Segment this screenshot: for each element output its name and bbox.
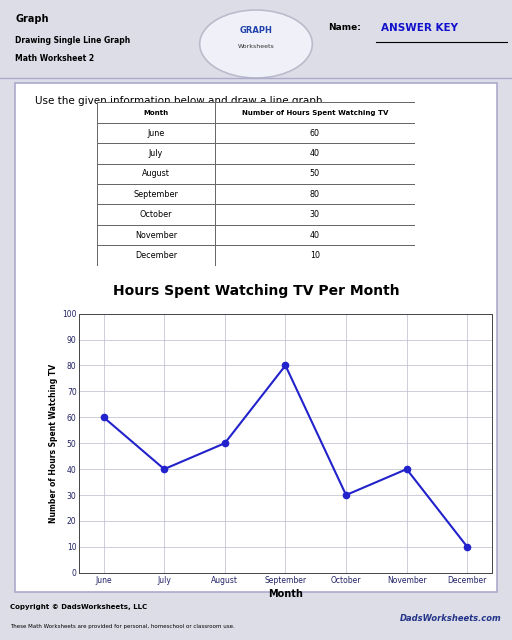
Text: 10: 10	[310, 251, 319, 260]
Text: Drawing Single Line Graph: Drawing Single Line Graph	[15, 36, 131, 45]
Text: December: December	[135, 251, 177, 260]
Bar	[215, 123, 415, 143]
Text: ANSWER KEY: ANSWER KEY	[381, 23, 458, 33]
Text: Math Worksheet 2: Math Worksheet 2	[15, 54, 95, 63]
Text: Graph: Graph	[15, 14, 49, 24]
Text: Number of Hours Spent Watching TV: Number of Hours Spent Watching TV	[242, 109, 388, 116]
Text: 60: 60	[310, 129, 319, 138]
Text: Hours Spent Watching TV Per Month: Hours Spent Watching TV Per Month	[113, 284, 399, 298]
Text: 80: 80	[310, 189, 319, 198]
Bar	[215, 184, 415, 204]
Bar	[215, 225, 415, 245]
FancyBboxPatch shape	[15, 83, 497, 592]
Text: 30: 30	[310, 210, 319, 219]
Bar	[97, 102, 215, 123]
Text: 50: 50	[310, 170, 320, 179]
Bar	[97, 225, 215, 245]
Text: Worksheets: Worksheets	[238, 44, 274, 49]
Text: October: October	[140, 210, 172, 219]
Text: July: July	[149, 149, 163, 158]
Text: June: June	[147, 129, 165, 138]
Ellipse shape	[200, 10, 312, 78]
Bar	[97, 245, 215, 266]
Text: Month: Month	[143, 109, 168, 116]
Bar	[97, 204, 215, 225]
Bar	[215, 143, 415, 164]
Text: August: August	[142, 170, 170, 179]
Bar	[97, 143, 215, 164]
Bar	[215, 164, 415, 184]
Bar	[97, 123, 215, 143]
Text: Use the given information below and draw a line graph.: Use the given information below and draw…	[35, 96, 326, 106]
Bar	[97, 184, 215, 204]
Bar	[215, 204, 415, 225]
Text: 40: 40	[310, 149, 319, 158]
Bar	[97, 164, 215, 184]
Y-axis label: Number of Hours Spent Watching TV: Number of Hours Spent Watching TV	[49, 364, 58, 523]
Bar	[215, 245, 415, 266]
Text: Name:: Name:	[328, 24, 360, 33]
Text: GRAPH: GRAPH	[240, 26, 272, 35]
Text: 40: 40	[310, 230, 319, 239]
Text: DadsWorksheets.com: DadsWorksheets.com	[400, 614, 502, 623]
Text: September: September	[134, 189, 179, 198]
X-axis label: Month: Month	[268, 589, 303, 599]
Text: These Math Worksheets are provided for personal, homeschool or classroom use.: These Math Worksheets are provided for p…	[10, 625, 235, 629]
Text: November: November	[135, 230, 177, 239]
Text: Copyright © DadsWorksheets, LLC: Copyright © DadsWorksheets, LLC	[10, 604, 147, 611]
Bar	[215, 102, 415, 123]
